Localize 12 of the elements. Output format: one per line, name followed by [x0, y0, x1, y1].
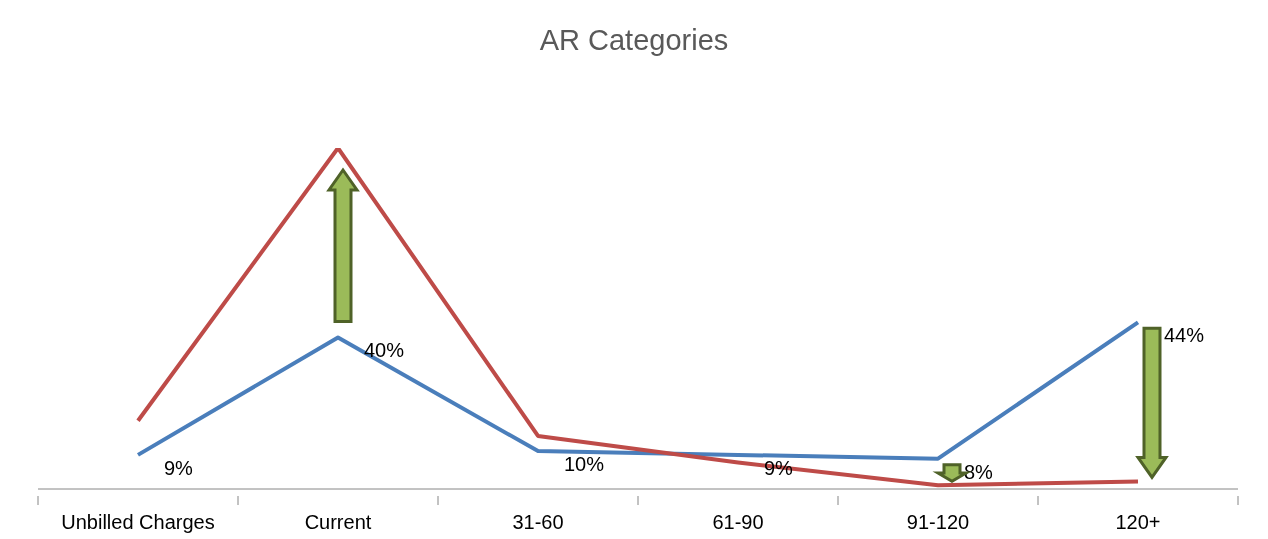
x-tick-label: 61-90	[712, 511, 764, 533]
x-tick-label: 31-60	[512, 511, 564, 533]
x-tick-label: Unbilled Charges	[61, 511, 215, 533]
x-tick-label: Current	[304, 511, 372, 533]
data-label: 10%	[564, 453, 605, 476]
data-label: 9%	[164, 456, 194, 479]
chart-title: AR Categories	[538, 24, 730, 57]
data-label: 40%	[364, 339, 405, 362]
x-tick-label: 120+	[1115, 511, 1161, 533]
data-label: 8%	[964, 460, 994, 483]
data-label: 44%	[1164, 324, 1205, 347]
x-tick-label: 91-120	[906, 511, 970, 533]
